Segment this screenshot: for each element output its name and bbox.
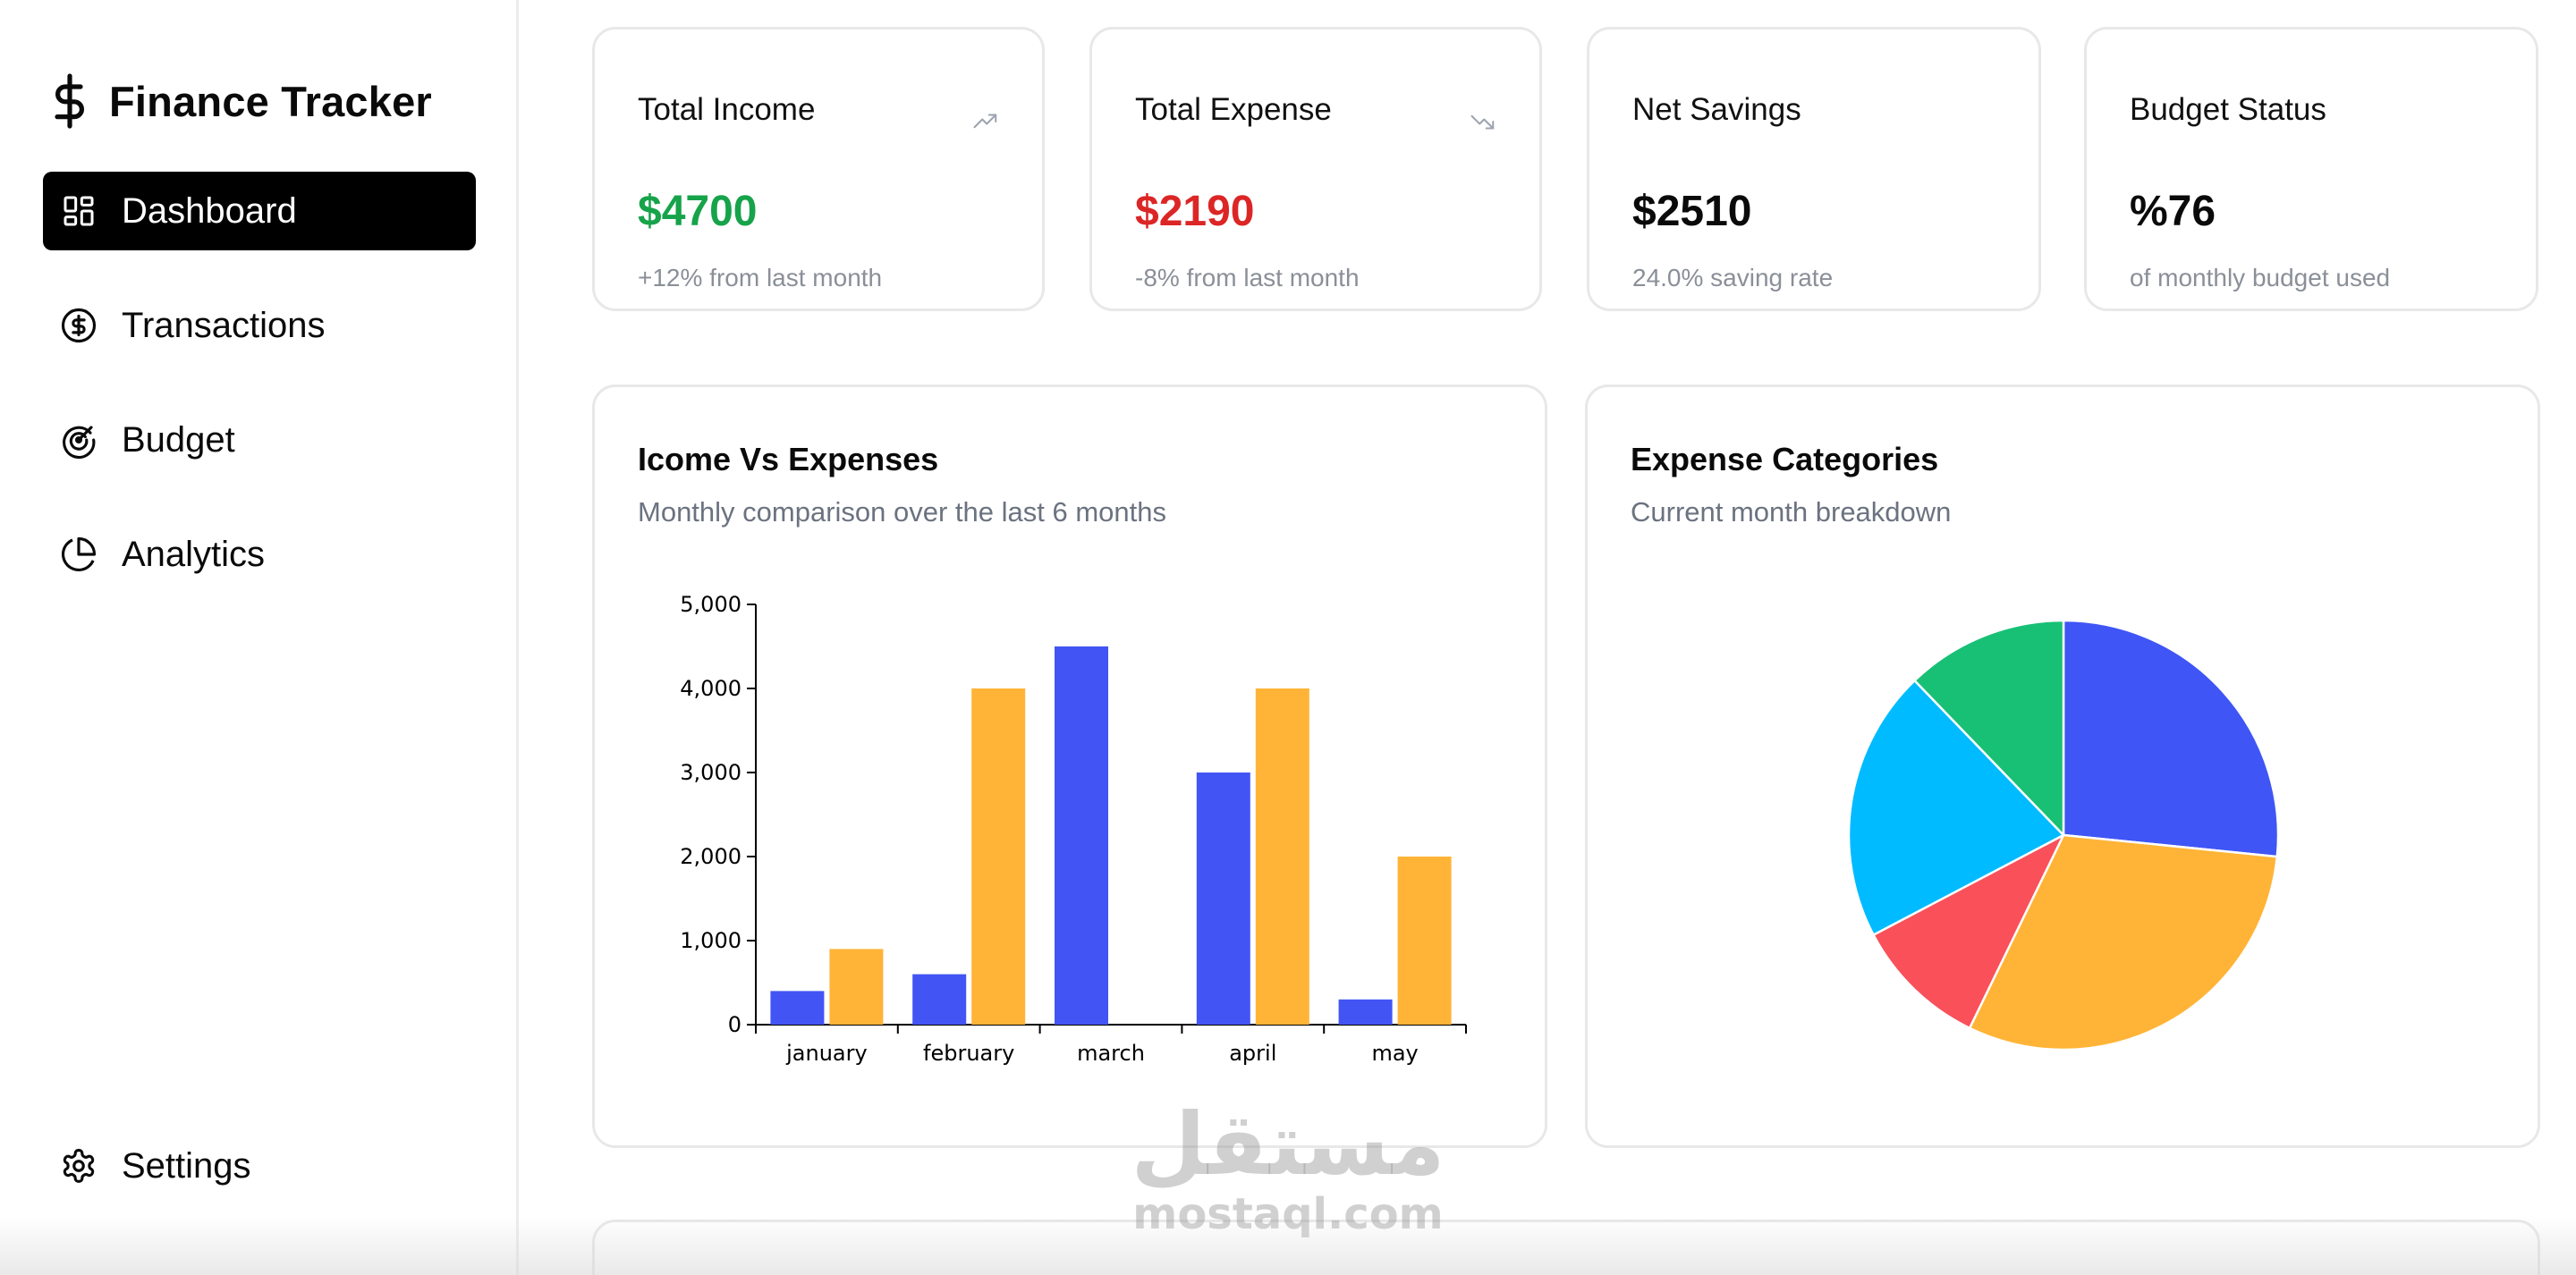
- chart-title: Icome Vs Expenses: [638, 441, 939, 477]
- target-icon: [59, 420, 98, 460]
- next-section-card: [592, 1220, 2540, 1275]
- expense-pie-chart: [1847, 619, 2280, 1051]
- trending-up-icon: [972, 112, 999, 131]
- pie-chart-icon: [59, 535, 98, 574]
- y-tick-label: 0: [728, 1012, 741, 1037]
- sidebar-item-dashboard[interactable]: Dashboard: [43, 172, 476, 250]
- bar-february-series-2[interactable]: [971, 688, 1026, 1025]
- sidebar-item-label: Analytics: [122, 534, 266, 574]
- y-tick-label: 3,000: [680, 760, 741, 785]
- dollar-circle-icon: [59, 306, 98, 345]
- stat-card-total-income: Total Income $4700 +12% from last month: [592, 27, 1045, 311]
- sidebar-item-analytics[interactable]: Analytics: [43, 515, 476, 594]
- bar-february-series-1[interactable]: [912, 974, 967, 1025]
- x-tick-label: april: [1229, 1041, 1276, 1066]
- sidebar-item-label: Budget: [122, 419, 235, 460]
- bar-january-series-1[interactable]: [770, 991, 825, 1025]
- pie-slice-4[interactable]: [1847, 679, 2065, 936]
- expense-categories-card: Expense Categories Current month breakdo…: [1585, 384, 2540, 1148]
- sidebar: Finance Tracker Dashboard: [0, 0, 519, 1275]
- stat-title: Total Income: [638, 92, 816, 127]
- stat-title: Total Expense: [1135, 92, 1332, 127]
- y-tick-label: 4,000: [680, 676, 741, 701]
- trending-down-icon: [1470, 112, 1496, 131]
- pie-slice-2[interactable]: [1968, 833, 2279, 1051]
- x-tick-label: january: [785, 1041, 868, 1066]
- stat-subtext: of monthly budget used: [2130, 264, 2391, 291]
- stat-subtext: -8% from last month: [1135, 264, 1360, 291]
- brand: Finance Tracker: [50, 70, 432, 132]
- stat-value: %76: [2130, 188, 2216, 235]
- sidebar-item-budget[interactable]: Budget: [43, 401, 476, 479]
- stat-card-total-expense: Total Expense $2190 -8% from last month: [1089, 27, 1542, 311]
- chart-title: Expense Categories: [1631, 441, 1939, 477]
- gear-icon: [59, 1146, 98, 1186]
- y-tick-label: 1,000: [680, 928, 741, 953]
- x-tick-label: march: [1077, 1041, 1145, 1066]
- y-tick-label: 2,000: [680, 844, 741, 869]
- bar-may-series-2[interactable]: [1397, 857, 1452, 1025]
- app-title: Finance Tracker: [109, 77, 432, 125]
- sidebar-item-label: Settings: [122, 1145, 251, 1186]
- income-expense-bar-chart: 0 1,000 2,000 3,000 4,000 5,000 january februar…: [680, 592, 1467, 1066]
- x-tick-label: february: [923, 1041, 1014, 1066]
- chart-subtitle: Current month breakdown: [1631, 496, 1952, 528]
- dashboard-grid-icon: [59, 191, 98, 231]
- sidebar-item-label: Dashboard: [122, 190, 297, 231]
- chart-subtitle: Monthly comparison over the last 6 month…: [638, 496, 1166, 528]
- income-vs-expenses-card: Icome Vs Expenses Monthly comparison ove…: [592, 384, 1547, 1148]
- stat-value: $2510: [1632, 188, 1752, 235]
- stat-value: $4700: [638, 188, 758, 235]
- stat-title: Net Savings: [1632, 92, 1801, 127]
- stat-value: $2190: [1135, 188, 1255, 235]
- pie-slice-1[interactable]: [2062, 619, 2280, 858]
- bar-april-series-2[interactable]: [1255, 688, 1309, 1025]
- bar-may-series-1[interactable]: [1338, 999, 1393, 1025]
- x-tick-label: may: [1371, 1041, 1418, 1066]
- stat-card-net-savings: Net Savings $2510 24.0% saving rate: [1587, 27, 2041, 311]
- stat-title: Budget Status: [2130, 92, 2326, 127]
- stat-subtext: 24.0% saving rate: [1632, 264, 1834, 291]
- pie-slice-3[interactable]: [1872, 833, 2065, 1030]
- sidebar-item-transactions[interactable]: Transactions: [43, 286, 476, 365]
- pie-slice-5[interactable]: [1913, 619, 2065, 837]
- bar-april-series-1[interactable]: [1196, 773, 1250, 1025]
- stat-card-budget-status: Budget Status %76 of monthly budget used: [2084, 27, 2538, 311]
- sidebar-item-label: Transactions: [122, 305, 326, 345]
- bar-march-series-1[interactable]: [1055, 646, 1108, 1025]
- stat-subtext: +12% from last month: [638, 264, 883, 291]
- y-tick-label: 5,000: [680, 592, 741, 617]
- sidebar-item-settings[interactable]: Settings: [43, 1127, 476, 1205]
- dollar-sign-icon: [50, 72, 89, 130]
- bar-january-series-2[interactable]: [829, 949, 884, 1025]
